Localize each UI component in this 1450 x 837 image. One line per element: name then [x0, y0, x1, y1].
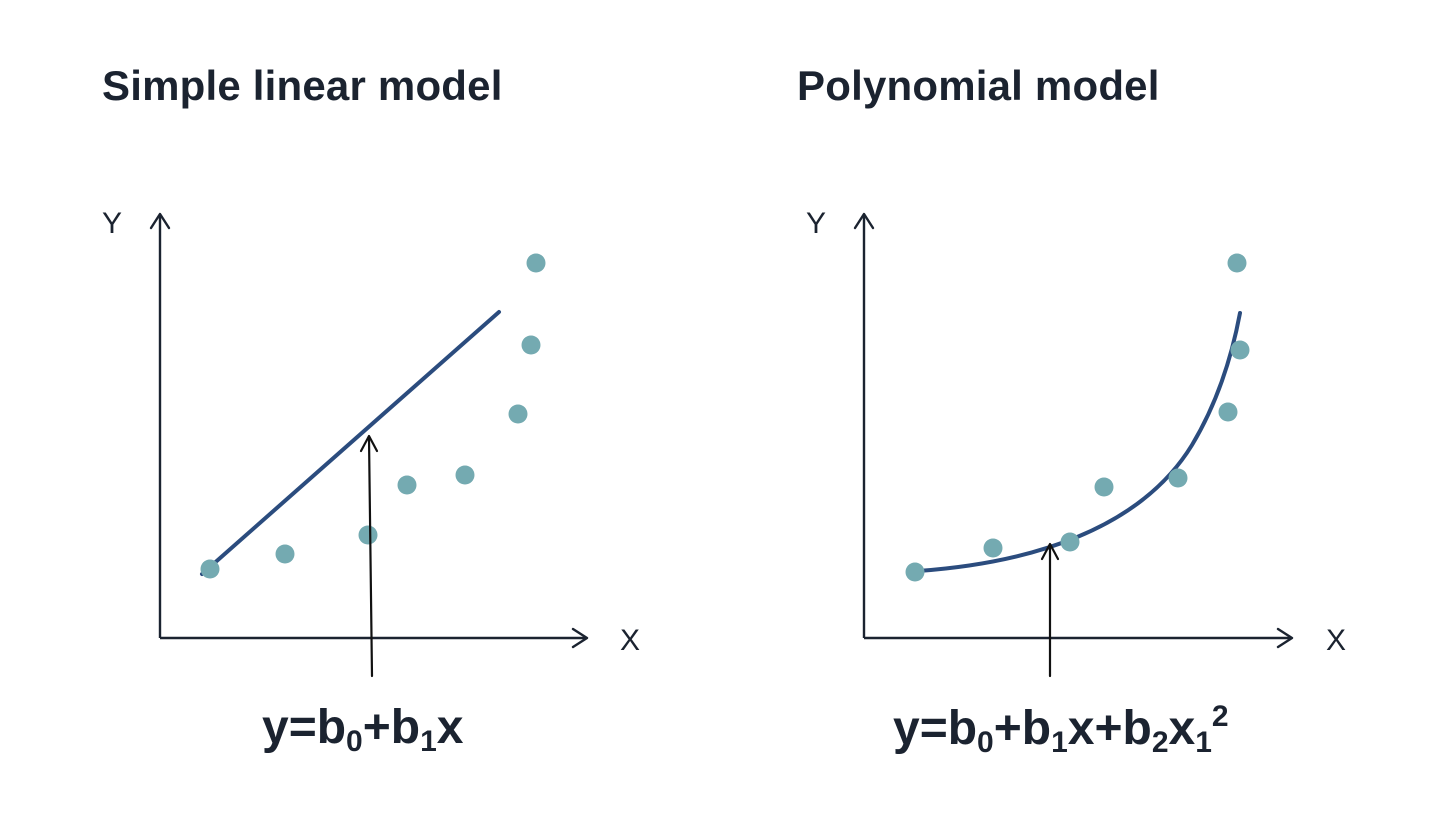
linear-panel: Y X [102, 207, 640, 678]
data-point [455, 465, 475, 485]
data-point [1230, 340, 1250, 360]
data-point [1094, 477, 1114, 497]
data-point [1227, 253, 1247, 273]
formula-sub: 0 [977, 726, 994, 759]
y-axis-arrowhead-polynomial [853, 212, 875, 230]
x-axis-arrowhead-polynomial [1276, 627, 1294, 649]
formula-sub: 1 [1195, 726, 1212, 759]
pointer-arrow-linear [367, 436, 374, 678]
data-point [508, 404, 528, 424]
formula-term: y=b [262, 701, 347, 754]
formula-linear: y=b0+b1x [262, 700, 463, 759]
data-point [521, 335, 541, 355]
formula-term: y=b [893, 702, 978, 755]
formula-sub: 1 [1051, 726, 1068, 759]
formula-sub: 1 [420, 725, 437, 758]
formula-sub: 0 [346, 725, 363, 758]
pointer-arrowhead-linear [359, 434, 379, 453]
pointer-arrowhead-polynomial [1040, 542, 1060, 561]
data-point [1218, 402, 1238, 422]
formula-term: +b [993, 702, 1052, 755]
formula-term: x [1168, 702, 1196, 755]
formula-sup: 2 [1211, 700, 1229, 733]
data-point [1060, 532, 1080, 552]
y-axis-arrowhead-linear [149, 212, 171, 230]
data-point [1168, 468, 1188, 488]
data-point [275, 544, 295, 564]
x-axis-arrowhead-linear [571, 627, 589, 649]
data-point [983, 538, 1003, 558]
formula-sub: 2 [1151, 726, 1169, 759]
panel-title-linear: Simple linear model [102, 62, 503, 109]
linear-fit-line [200, 310, 501, 576]
data-point [905, 562, 925, 582]
formula-term: x+b [1067, 702, 1152, 755]
y-axis-label-polynomial: Y [806, 207, 826, 240]
polynomial-fit-curve [916, 311, 1242, 573]
formula-term: x [436, 701, 464, 754]
data-point [526, 253, 546, 273]
x-axis-label-linear: X [620, 624, 640, 657]
data-point [200, 559, 220, 579]
x-axis-label-polynomial: X [1326, 624, 1346, 657]
formula-polynomial: y=b0+b1x+b2x12 [893, 700, 1229, 760]
polynomial-panel: Y X [806, 207, 1346, 678]
data-point [358, 525, 378, 545]
panel-title-polynomial: Polynomial model [797, 62, 1160, 109]
data-point [397, 475, 417, 495]
y-axis-label-linear: Y [102, 207, 122, 240]
formula-term: +b [362, 701, 421, 754]
